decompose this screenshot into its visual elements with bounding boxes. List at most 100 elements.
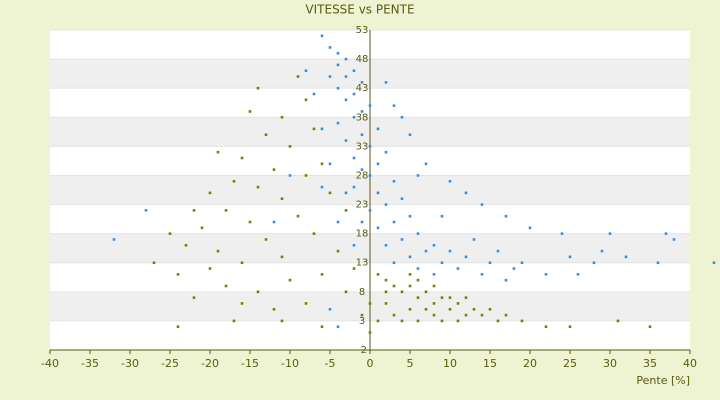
scatter-point xyxy=(224,209,228,212)
scatter-point xyxy=(496,249,500,253)
scatter-point xyxy=(472,238,476,241)
scatter-point xyxy=(504,313,508,317)
x-tick-label: 0 xyxy=(367,357,374,370)
scatter-point xyxy=(320,273,324,276)
y-tick-label: 13 xyxy=(356,258,369,269)
scatter-point xyxy=(480,203,484,206)
scatter-point xyxy=(480,313,484,317)
scatter-point xyxy=(320,185,324,189)
scatter-point xyxy=(360,133,364,137)
scatter-point xyxy=(280,255,284,259)
scatter-point xyxy=(416,319,420,323)
scatter-point xyxy=(344,191,348,195)
scatter-point xyxy=(288,145,292,148)
scatter-point xyxy=(200,226,204,230)
scatter-point xyxy=(392,261,396,265)
scatter-point xyxy=(576,273,580,276)
scatter-point xyxy=(400,197,404,201)
x-tick-label: 35 xyxy=(643,357,657,370)
scatter-point xyxy=(328,191,332,195)
scatter-point xyxy=(392,104,396,107)
scatter-point xyxy=(488,261,492,265)
scatter-point xyxy=(256,86,260,90)
scatter-point xyxy=(408,307,412,311)
scatter-point xyxy=(456,267,460,270)
scatter-point xyxy=(432,273,436,276)
scatter-point xyxy=(112,238,116,241)
scatter-point xyxy=(256,290,260,294)
scatter-point xyxy=(272,168,276,171)
scatter-point xyxy=(144,209,148,212)
scatter-point xyxy=(240,261,244,265)
scatter-point xyxy=(424,307,428,311)
scatter-point xyxy=(416,174,420,177)
scatter-point xyxy=(360,168,364,171)
scatter-point xyxy=(280,115,284,119)
scatter-point xyxy=(352,185,356,189)
y-tick-label: 38 xyxy=(356,112,369,123)
scatter-point xyxy=(656,261,660,265)
scatter-point xyxy=(368,209,372,212)
x-tick-label: 30 xyxy=(603,357,617,370)
scatter-point xyxy=(272,220,276,224)
scatter-point xyxy=(240,302,244,305)
chart-title: VITESSE vs PENTE xyxy=(305,3,414,17)
scatter-point xyxy=(368,104,372,107)
y-tick-label: 8 xyxy=(359,287,365,298)
scatter-point xyxy=(608,232,612,235)
scatter-point xyxy=(256,185,260,189)
scatter-point xyxy=(280,319,284,323)
scatter-point xyxy=(432,302,436,305)
scatter-point xyxy=(424,249,428,253)
scatter-point xyxy=(416,296,420,299)
scatter-point xyxy=(208,267,212,270)
scatter-point xyxy=(464,313,468,317)
scatter-point xyxy=(336,325,340,329)
scatter-point xyxy=(368,331,372,334)
scatter-point xyxy=(448,249,452,253)
scatter-point xyxy=(216,249,220,253)
scatter-point xyxy=(288,174,292,177)
scatter-point xyxy=(192,209,196,212)
scatter-point xyxy=(440,261,444,265)
scatter-point xyxy=(624,255,628,259)
scatter-point xyxy=(360,110,364,113)
scatter-point xyxy=(408,214,412,218)
x-tick-label: 10 xyxy=(443,357,457,370)
y-tick-label: 43 xyxy=(356,83,369,94)
scatter-point xyxy=(440,319,444,323)
scatter-point xyxy=(384,290,388,294)
scatter-point xyxy=(336,86,340,90)
x-tick-label: 15 xyxy=(483,357,497,370)
scatter-point xyxy=(504,214,508,218)
scatter-point xyxy=(248,110,252,113)
scatter-point xyxy=(248,220,252,224)
scatter-point xyxy=(208,191,212,195)
scatter-point xyxy=(296,214,300,218)
scatter-point xyxy=(392,313,396,317)
scatter-point xyxy=(528,226,532,230)
scatter-point xyxy=(288,278,292,282)
scatter-point xyxy=(312,127,316,131)
x-tick-label: 5 xyxy=(407,357,414,370)
scatter-point xyxy=(336,51,340,55)
scatter-point xyxy=(320,325,324,329)
scatter-point xyxy=(616,319,620,323)
scatter-point xyxy=(152,261,156,265)
scatter-point xyxy=(176,273,180,276)
scatter-point xyxy=(416,267,420,270)
scatter-point xyxy=(408,133,412,137)
scatter-point xyxy=(448,296,452,299)
scatter-point xyxy=(480,273,484,276)
scatter-point xyxy=(600,249,604,253)
y-tick-label: -2 xyxy=(357,345,367,356)
scatter-point xyxy=(344,75,348,78)
x-tick-label: -30 xyxy=(121,357,139,370)
scatter-point xyxy=(424,290,428,294)
scatter-point xyxy=(440,214,444,218)
scatter-point xyxy=(384,203,388,206)
scatter-point xyxy=(456,302,460,305)
scatter-point xyxy=(312,92,316,96)
scatter-point xyxy=(672,238,676,241)
scatter-point xyxy=(520,261,524,265)
